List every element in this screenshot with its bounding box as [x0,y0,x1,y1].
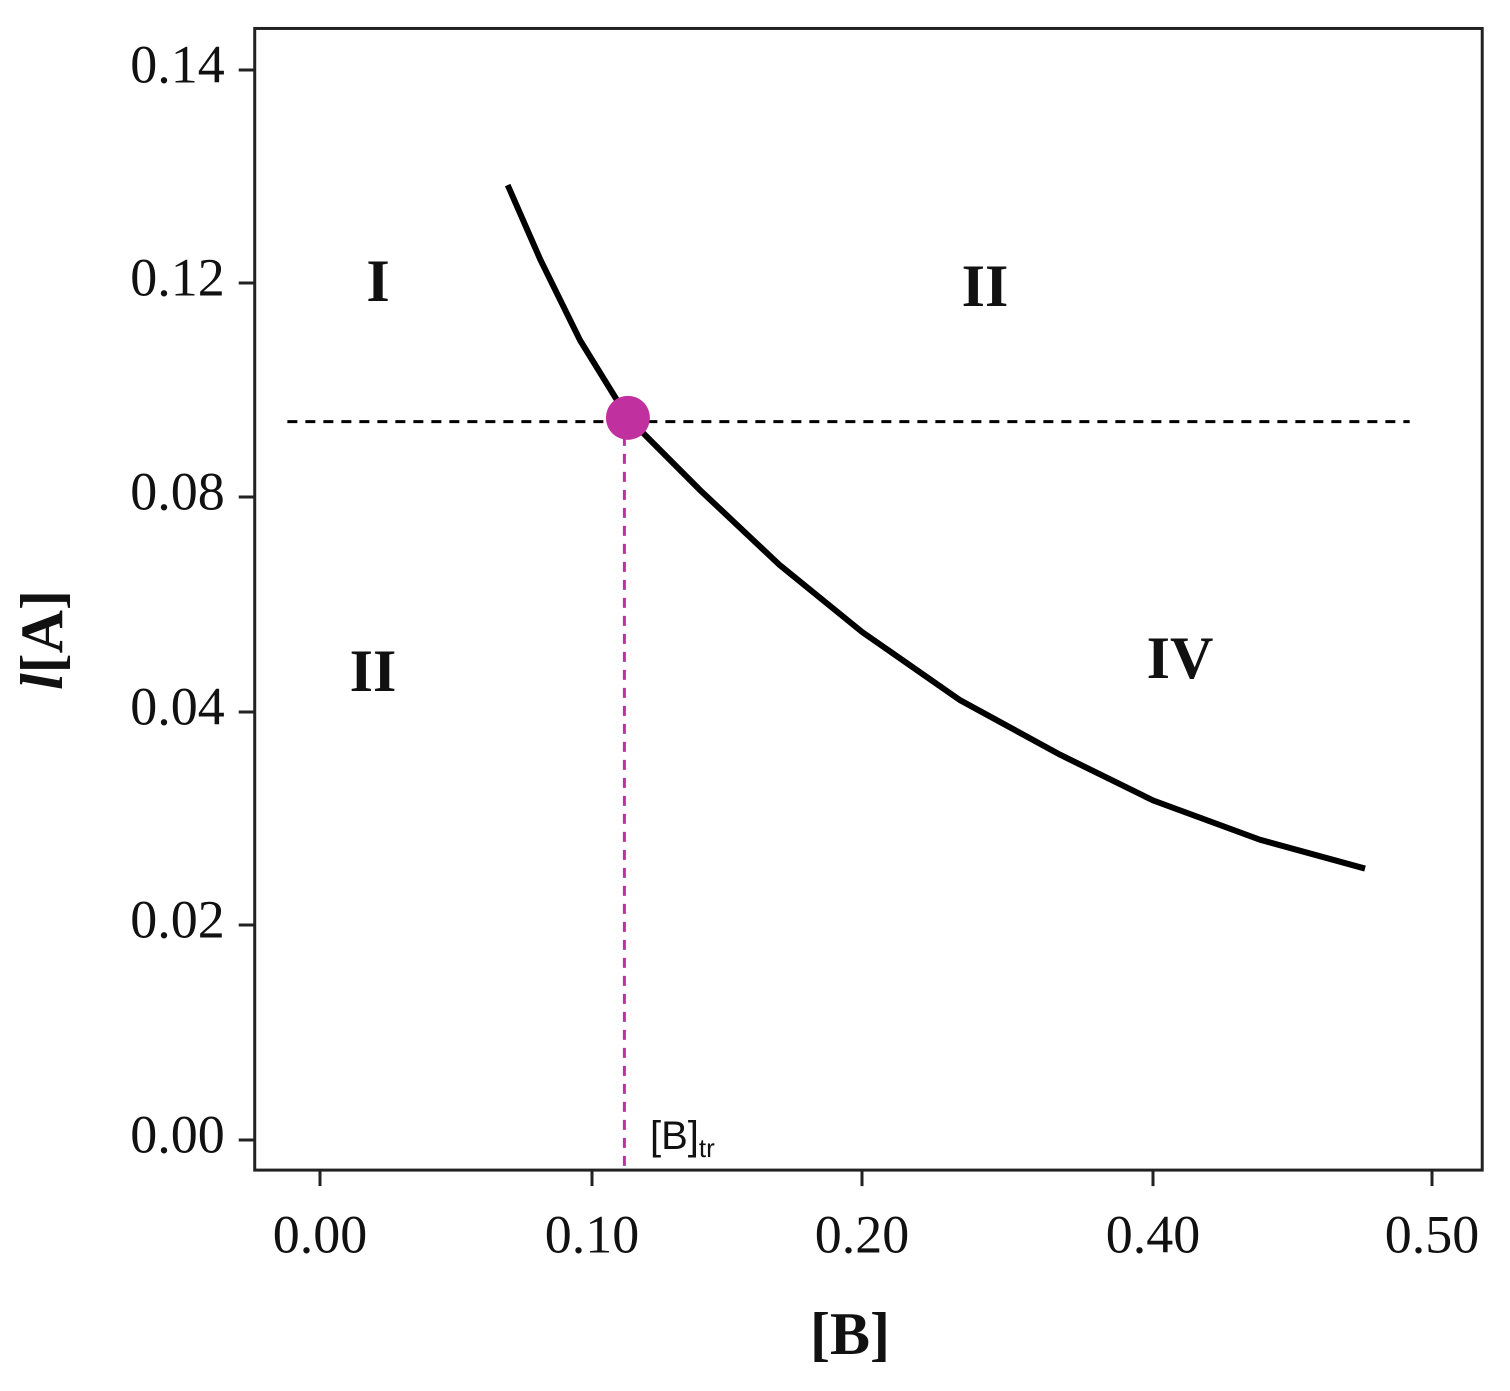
y-axis-label: l[A] [9,590,75,690]
x-tick-label: 0.50 [1385,1204,1480,1264]
marker-label: [B]tr [650,1114,715,1163]
plot-frame [253,26,1484,1172]
x-tick-label: 0.10 [545,1204,640,1264]
y-tick-label: 0.14 [130,34,225,94]
x-axis-label: [B] [810,1301,890,1367]
curve [504,183,1366,872]
x-tick-label: 0.00 [273,1204,368,1264]
region-label: IV [1147,625,1214,691]
region-label: II [350,638,397,704]
y-axis-label-main: [A] [9,590,75,673]
x-tick-label: 0.20 [815,1204,910,1264]
y-tick-label: 0.04 [130,676,225,736]
y-tick-label: 0.02 [130,889,225,949]
transition-point [605,395,650,440]
y-axis-label-italic: l [9,673,75,690]
y-tick-label: 0.00 [130,1104,225,1164]
marker-label-sub: tr [699,1133,715,1163]
y-tick-label: 0.08 [130,461,225,521]
region-label: I [366,248,389,314]
y-tick-label: 0.12 [130,247,225,307]
x-tick-label: 0.40 [1106,1204,1201,1264]
region-label: II [962,253,1009,319]
marker-label-main: [B] [650,1114,699,1158]
